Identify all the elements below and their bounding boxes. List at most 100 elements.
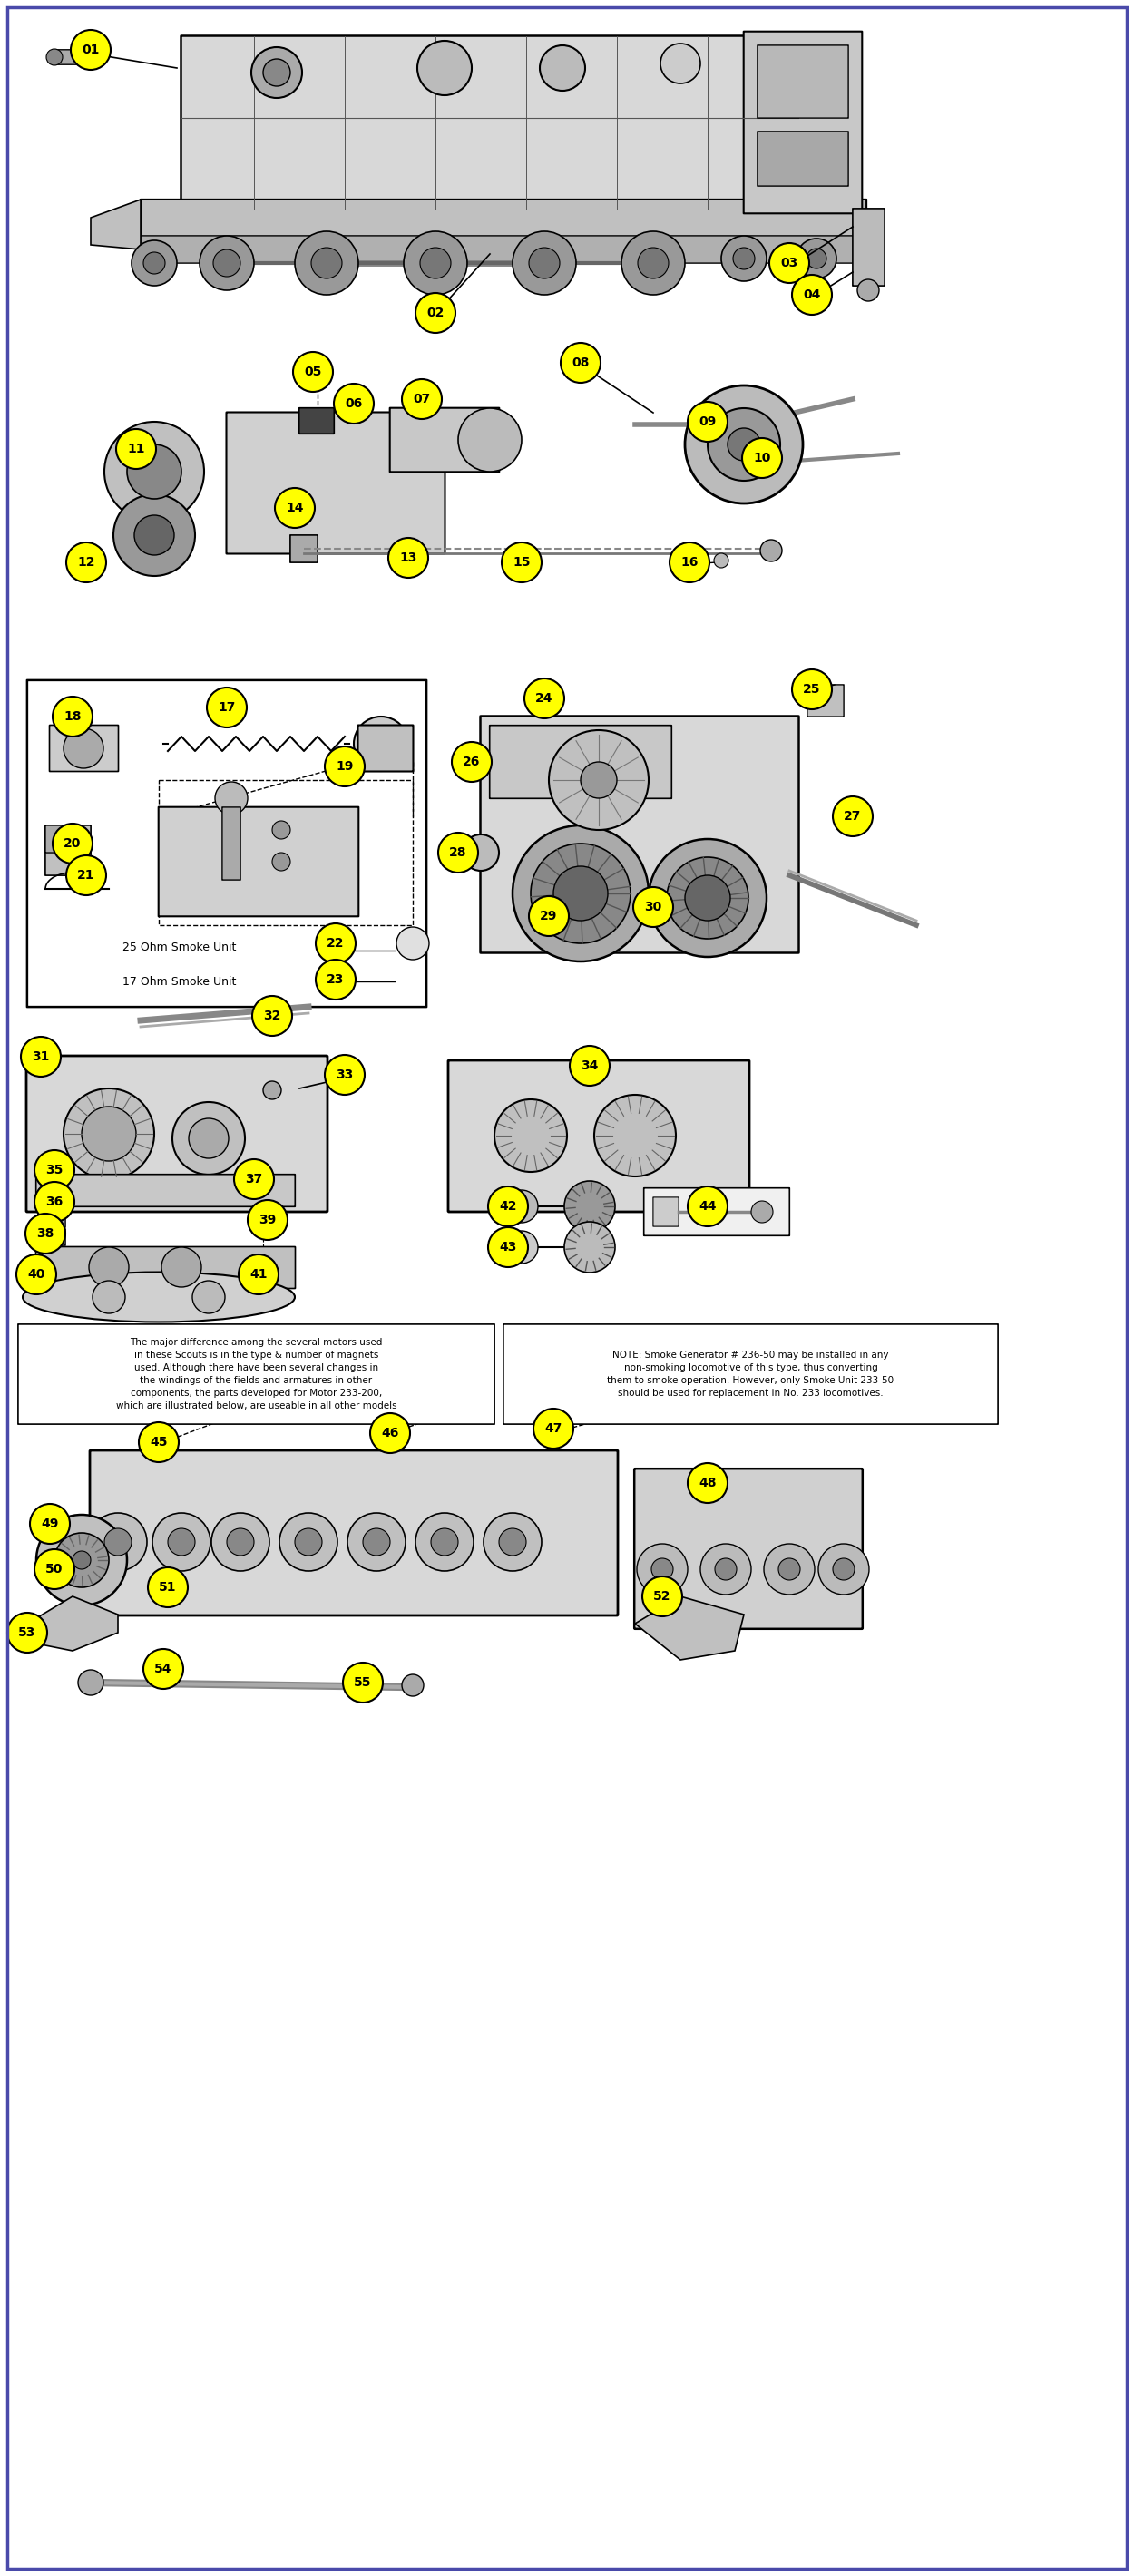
Circle shape — [832, 1558, 855, 1579]
Circle shape — [333, 384, 374, 422]
Circle shape — [401, 379, 442, 420]
Text: 06: 06 — [345, 397, 363, 410]
Circle shape — [263, 1082, 281, 1100]
Circle shape — [315, 922, 356, 963]
Text: 49: 49 — [41, 1517, 59, 1530]
Text: 09: 09 — [699, 415, 717, 428]
Circle shape — [728, 428, 760, 461]
Circle shape — [34, 1149, 75, 1190]
Text: 18: 18 — [64, 711, 82, 724]
Circle shape — [363, 1528, 390, 1556]
FancyBboxPatch shape — [141, 237, 866, 263]
Circle shape — [832, 796, 873, 837]
Circle shape — [669, 544, 710, 582]
Circle shape — [88, 1247, 129, 1288]
Text: 46: 46 — [381, 1427, 399, 1440]
Text: 10: 10 — [753, 451, 771, 464]
Text: 48: 48 — [699, 1476, 717, 1489]
Circle shape — [143, 252, 166, 273]
Text: 20: 20 — [64, 837, 82, 850]
Circle shape — [397, 927, 429, 961]
Circle shape — [188, 1118, 229, 1159]
Circle shape — [714, 1558, 737, 1579]
Circle shape — [594, 1095, 676, 1177]
Circle shape — [7, 1613, 48, 1654]
Circle shape — [315, 961, 356, 999]
FancyBboxPatch shape — [490, 726, 671, 799]
Circle shape — [354, 716, 408, 770]
Text: 45: 45 — [150, 1435, 168, 1448]
Circle shape — [637, 1543, 687, 1595]
Circle shape — [569, 1046, 610, 1084]
Circle shape — [431, 1528, 458, 1556]
Text: 15: 15 — [513, 556, 531, 569]
Text: 07: 07 — [413, 392, 431, 404]
Polygon shape — [635, 1597, 744, 1659]
Circle shape — [147, 1566, 188, 1607]
Text: 24: 24 — [535, 693, 553, 706]
FancyBboxPatch shape — [644, 1188, 789, 1236]
Circle shape — [540, 46, 585, 90]
Circle shape — [687, 1463, 728, 1502]
Text: 19: 19 — [336, 760, 354, 773]
FancyBboxPatch shape — [290, 536, 318, 562]
FancyBboxPatch shape — [653, 1198, 678, 1226]
Circle shape — [227, 1528, 254, 1556]
Text: 40: 40 — [27, 1267, 45, 1280]
Circle shape — [451, 742, 492, 783]
FancyBboxPatch shape — [39, 1229, 66, 1244]
FancyBboxPatch shape — [45, 824, 91, 876]
Circle shape — [792, 670, 832, 708]
Ellipse shape — [23, 1273, 295, 1321]
Circle shape — [52, 824, 93, 863]
Circle shape — [247, 1200, 288, 1239]
Circle shape — [420, 247, 451, 278]
Circle shape — [20, 1036, 61, 1077]
Circle shape — [161, 1247, 202, 1288]
Circle shape — [483, 1512, 542, 1571]
Circle shape — [64, 729, 103, 768]
Text: NOTE: Smoke Generator # 236-50 may be installed in any
non-smoking locomotive of: NOTE: Smoke Generator # 236-50 may be in… — [608, 1350, 894, 1399]
Text: 02: 02 — [426, 307, 445, 319]
Circle shape — [25, 1213, 66, 1255]
Text: 42: 42 — [499, 1200, 517, 1213]
Circle shape — [685, 876, 730, 920]
Circle shape — [293, 353, 333, 392]
Circle shape — [213, 250, 240, 276]
Circle shape — [46, 49, 62, 64]
FancyBboxPatch shape — [18, 1324, 494, 1425]
Text: 39: 39 — [259, 1213, 277, 1226]
Circle shape — [252, 46, 302, 98]
Text: 32: 32 — [263, 1010, 281, 1023]
Text: 01: 01 — [82, 44, 100, 57]
Text: 47: 47 — [544, 1422, 562, 1435]
FancyBboxPatch shape — [181, 36, 798, 209]
Circle shape — [306, 355, 329, 379]
Circle shape — [211, 1512, 270, 1571]
Text: 21: 21 — [77, 868, 95, 881]
Text: 11: 11 — [127, 443, 145, 456]
Circle shape — [295, 232, 358, 294]
Text: 34: 34 — [581, 1059, 599, 1072]
Circle shape — [438, 832, 479, 873]
Circle shape — [501, 544, 542, 582]
Text: 31: 31 — [32, 1051, 50, 1064]
FancyBboxPatch shape — [853, 209, 885, 286]
Circle shape — [272, 853, 290, 871]
Text: 51: 51 — [159, 1582, 177, 1595]
Circle shape — [200, 237, 254, 291]
Circle shape — [742, 438, 782, 479]
Circle shape — [565, 1180, 615, 1231]
Circle shape — [764, 1543, 814, 1595]
Circle shape — [553, 866, 608, 920]
Circle shape — [637, 247, 669, 278]
Text: 17: 17 — [218, 701, 236, 714]
Circle shape — [263, 59, 290, 85]
Text: 41: 41 — [249, 1267, 268, 1280]
Circle shape — [34, 1548, 75, 1589]
Circle shape — [660, 44, 701, 82]
Circle shape — [651, 1558, 674, 1579]
Text: 28: 28 — [449, 848, 467, 858]
Circle shape — [66, 544, 107, 582]
FancyBboxPatch shape — [27, 680, 426, 1007]
